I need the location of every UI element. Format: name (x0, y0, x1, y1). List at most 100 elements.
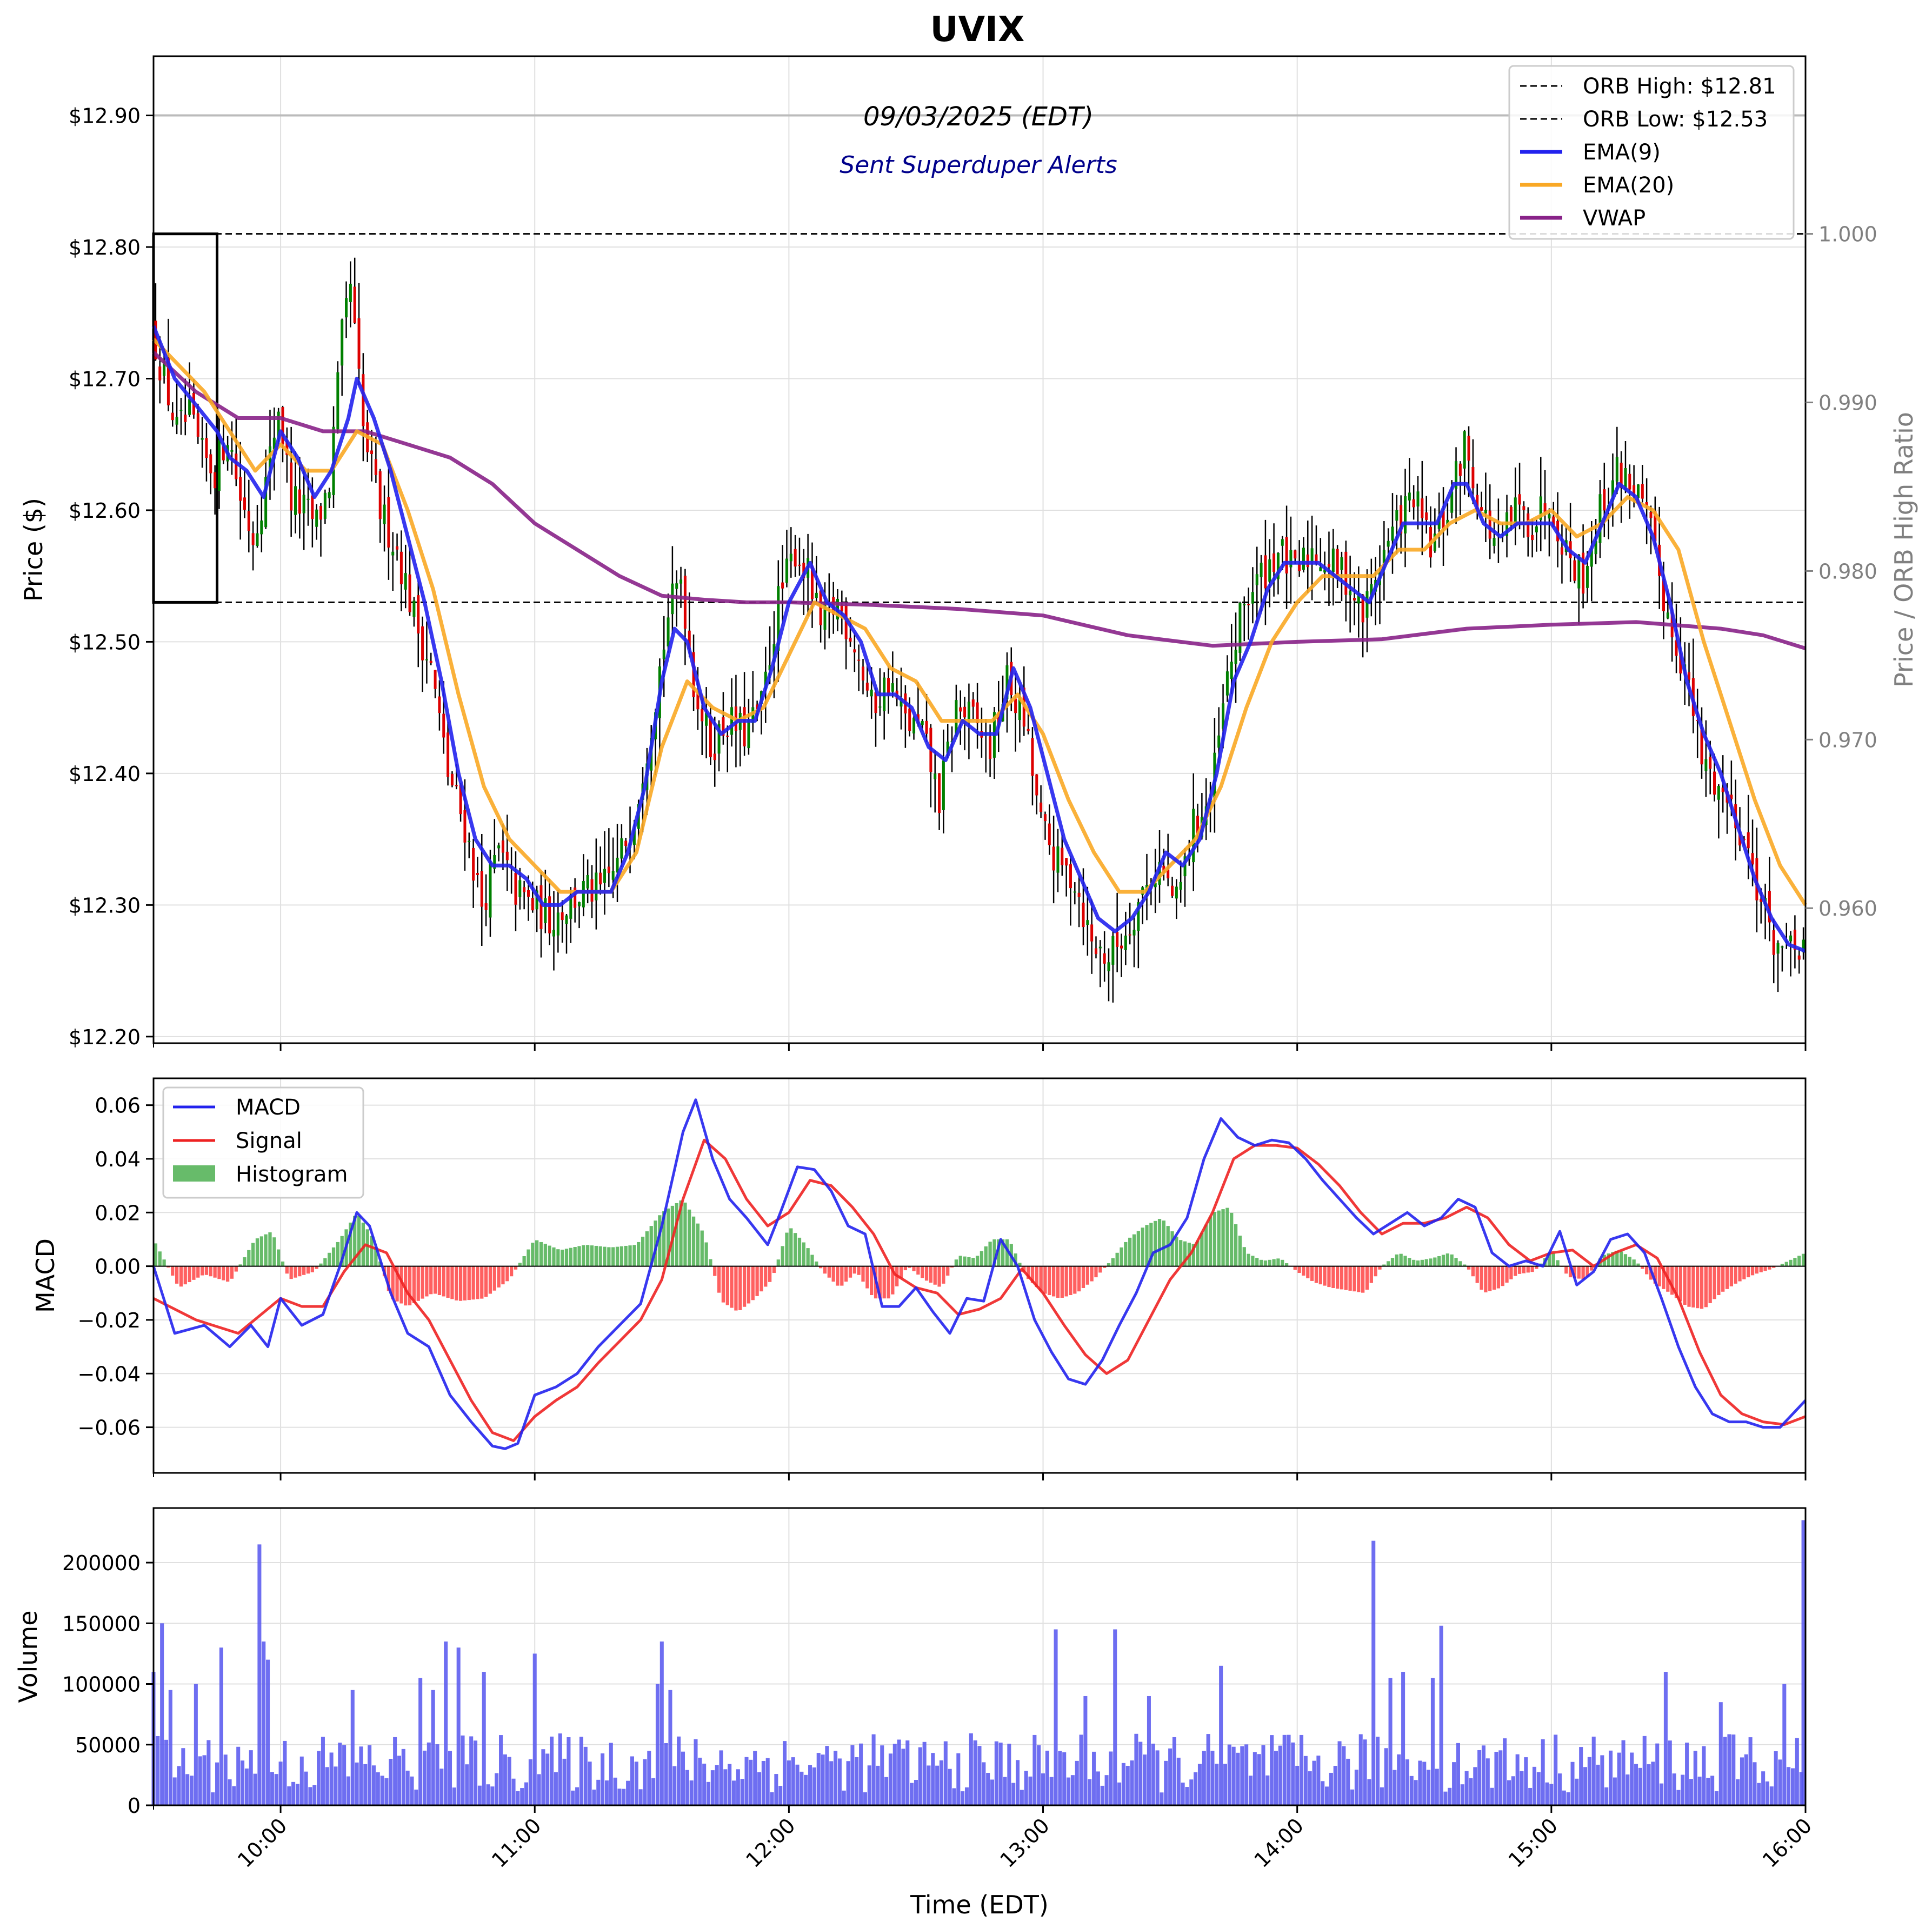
candle-body (188, 399, 191, 415)
candle-body (1590, 548, 1593, 567)
volume-bar (266, 1659, 270, 1805)
histogram-bar (323, 1258, 327, 1266)
volume-bar (1363, 1739, 1367, 1805)
candle-body (412, 601, 416, 617)
histogram-bar (429, 1266, 433, 1295)
candle-body (527, 890, 530, 897)
candle-body (1302, 548, 1305, 570)
histogram-bar (310, 1266, 314, 1272)
volume-bar (914, 1780, 918, 1805)
histogram-bar (1641, 1266, 1644, 1269)
histogram-bar (1242, 1247, 1246, 1266)
volume-bar (901, 1749, 905, 1805)
volume-bar (1723, 1737, 1727, 1805)
histogram-bar (1585, 1266, 1589, 1277)
histogram-bar (1403, 1256, 1407, 1266)
volume-bar (927, 1765, 931, 1805)
histogram-bar (1674, 1266, 1678, 1298)
histogram-bar (717, 1266, 721, 1293)
histogram-bar (222, 1266, 225, 1280)
histogram-bar (725, 1266, 729, 1305)
volume-bar (1748, 1737, 1753, 1805)
histogram-bar (908, 1266, 911, 1268)
volume-bar (562, 1758, 567, 1805)
volume-bar (1638, 1767, 1642, 1805)
volume-bar (325, 1767, 329, 1805)
volume-bar (1672, 1773, 1676, 1805)
candle-body (582, 881, 585, 908)
histogram-bar (404, 1266, 408, 1306)
histogram-bar (967, 1257, 971, 1266)
volume-bar (537, 1774, 541, 1805)
candle-body (1298, 563, 1301, 571)
legend-label-orb-high: ORB High: $12.81 (1583, 74, 1776, 99)
histogram-bar (844, 1266, 848, 1282)
candle-body (294, 486, 297, 515)
histogram-bar (234, 1266, 238, 1272)
candle-body (1493, 538, 1496, 546)
histogram-bar (662, 1211, 666, 1266)
candle-body (1696, 720, 1699, 722)
candle-body (260, 520, 263, 535)
candle-body (802, 563, 805, 579)
candle-body (1751, 853, 1754, 865)
volume-bar (871, 1734, 876, 1805)
histogram-bar (518, 1263, 522, 1266)
volume-bar (1562, 1790, 1566, 1805)
candle-body (1225, 671, 1229, 696)
histogram-bar (1797, 1256, 1801, 1266)
histogram-bar (912, 1266, 916, 1271)
volume-bar (1414, 1780, 1418, 1805)
volume-bar (156, 1736, 160, 1805)
volume-bar (1660, 1783, 1664, 1805)
histogram-bar (954, 1259, 958, 1266)
volume-bar (1020, 1790, 1024, 1805)
volume-bar (1083, 1696, 1088, 1805)
histogram-bar (281, 1261, 285, 1266)
volume-bar (791, 1757, 795, 1805)
candle-body (1031, 738, 1034, 776)
volume-bar (253, 1773, 257, 1805)
volume-bar (655, 1684, 659, 1805)
histogram-bar (776, 1259, 780, 1266)
candle-body (1048, 823, 1051, 845)
price-y-tick-label: $12.20 (69, 1025, 141, 1049)
histogram-bar (1157, 1219, 1162, 1266)
volume-bar (1630, 1752, 1634, 1805)
candle-body (976, 702, 979, 724)
volume-bar (710, 1770, 715, 1805)
volume-bar (1587, 1757, 1591, 1805)
volume-bar (740, 1779, 744, 1805)
candle-body (1111, 936, 1115, 965)
volume-bar (617, 1789, 622, 1805)
candle-body (396, 546, 399, 550)
volume-bar (961, 1791, 965, 1805)
histogram-bar (1662, 1266, 1665, 1289)
volume-bar (1248, 1776, 1253, 1805)
candle-body (1251, 592, 1254, 604)
candle-body (184, 415, 187, 422)
candle-body (1400, 505, 1403, 534)
candle-body (611, 871, 615, 880)
candle-body (955, 700, 958, 737)
legend-label-signal: Signal (236, 1129, 302, 1153)
candle-body (272, 437, 276, 452)
volume-bar (262, 1641, 266, 1805)
volume-bar (1104, 1775, 1109, 1805)
volume-bar (571, 1790, 575, 1805)
candle-body (1086, 920, 1089, 925)
histogram-bar (1268, 1259, 1271, 1266)
volume-bar (291, 1782, 296, 1805)
volume-bar (685, 1770, 689, 1805)
price-y-tick-label: $12.80 (69, 236, 141, 259)
histogram-bar (1615, 1251, 1619, 1266)
histogram-bar (433, 1266, 437, 1294)
candle-body (946, 742, 949, 753)
candle-body (1802, 939, 1805, 952)
histogram-bar (315, 1266, 318, 1269)
histogram-bar (272, 1237, 276, 1266)
histogram-bar (755, 1266, 759, 1296)
volume-bar (1143, 1754, 1147, 1805)
histogram-bar (1221, 1209, 1225, 1266)
volume-bar (825, 1746, 829, 1805)
